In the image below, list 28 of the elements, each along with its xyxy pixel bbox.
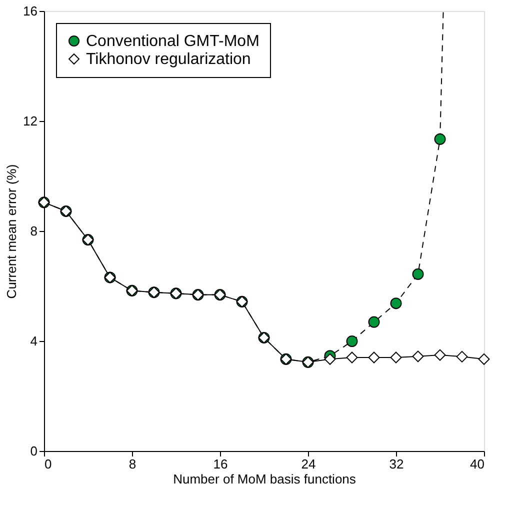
x-axis-title: Number of MoM basis functions	[173, 472, 356, 486]
legend-label: Conventional GMT-MoM	[86, 33, 260, 50]
point	[324, 353, 336, 365]
point	[368, 316, 380, 328]
point	[390, 352, 402, 364]
point	[456, 350, 468, 362]
y-tick-label: 4	[30, 334, 38, 348]
y-tick-label: 12	[23, 114, 38, 128]
point	[434, 349, 446, 361]
x-tick-label: 40	[470, 456, 484, 472]
legend-label: Tikhonov regularization	[86, 51, 251, 68]
x-tick-label: 16	[213, 456, 228, 472]
y-tick-label: 16	[23, 4, 38, 18]
point	[478, 353, 490, 365]
x-tick-label: 32	[389, 456, 404, 472]
y-axis-title: Current mean error (%)	[4, 164, 20, 299]
x-tick-label: 8	[128, 456, 136, 472]
x-tick-label: 0	[44, 456, 52, 472]
point	[412, 350, 424, 362]
point	[390, 298, 402, 310]
point	[412, 268, 424, 280]
y-tick-label: 8	[30, 224, 38, 238]
point	[346, 336, 358, 348]
point	[368, 352, 380, 364]
y-tick-label: 0	[30, 444, 38, 458]
point	[434, 133, 446, 145]
x-tick-label: 24	[301, 456, 316, 472]
point	[346, 352, 358, 364]
